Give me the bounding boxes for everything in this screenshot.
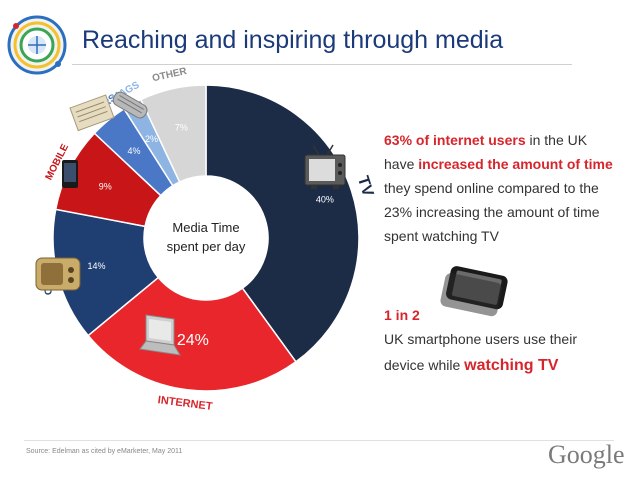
stat-internet-line2: have increased the amount of time xyxy=(384,156,613,172)
value-label-tv: 40% xyxy=(316,194,334,204)
mobile-phone-icon xyxy=(62,160,78,188)
stat-smartphone-line2: device while watching TV xyxy=(384,357,559,374)
newspaper-icon xyxy=(69,94,115,132)
category-label-tv: TV xyxy=(354,174,377,199)
slice-internet xyxy=(87,276,297,392)
smartphone-icon xyxy=(440,266,508,317)
page-title: Reaching and inspiring through media xyxy=(82,26,504,54)
stat-internet-line5: spent watching TV xyxy=(384,228,499,244)
stat-internet-line3: they spend online compared to the xyxy=(384,180,599,196)
stat-internet-line4: 23% increasing the amount of time xyxy=(384,204,600,220)
title-divider xyxy=(72,64,572,65)
tv-icon xyxy=(304,144,346,189)
google-logo: Google xyxy=(548,440,625,469)
radio-icon xyxy=(35,257,81,291)
center-label-line-2: spent per day xyxy=(167,239,246,254)
globe-logo-icon xyxy=(7,15,67,75)
slice-tv xyxy=(205,84,360,363)
laptop-icon xyxy=(139,314,181,356)
value-label-mags: 2% xyxy=(145,134,158,144)
stat-smartphone-headline: 1 in 2 xyxy=(384,307,420,323)
value-label-mobile: 9% xyxy=(99,182,112,192)
category-label-other: OTHER xyxy=(151,66,188,85)
stat-smartphone-line1: UK smartphone users use their xyxy=(384,331,577,347)
category-label-internet: INTERNET xyxy=(157,394,213,413)
value-label-radio: 14% xyxy=(88,261,106,271)
slice-radio xyxy=(52,208,160,337)
value-label-papers: 4% xyxy=(127,146,140,156)
source-note: Source: Edelman as cited by eMarketer, M… xyxy=(26,448,183,455)
footer-divider xyxy=(24,440,614,441)
stat-internet-line1: 63% of internet users in the UK xyxy=(384,132,588,148)
magazine-icon xyxy=(112,91,148,119)
center-label-line-1: Media Time xyxy=(172,220,239,235)
slice-other xyxy=(139,84,207,183)
value-label-other: 7% xyxy=(175,123,188,133)
value-label-internet: 24% xyxy=(177,332,209,349)
